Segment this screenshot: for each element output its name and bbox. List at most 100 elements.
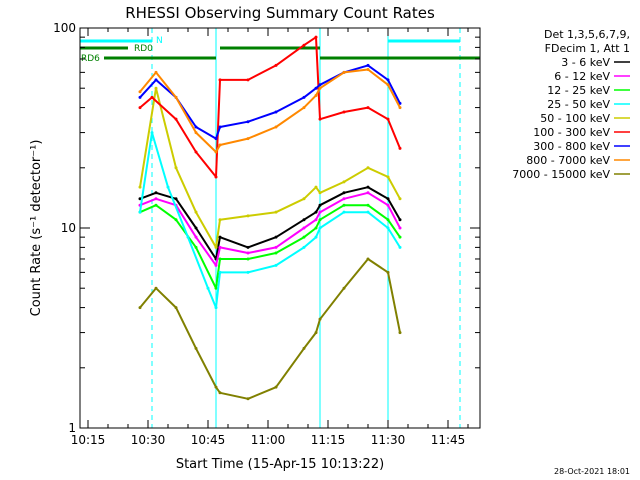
data-point-8-12 (366, 257, 370, 261)
series-line-8 (139, 258, 401, 400)
data-point-5-1 (150, 95, 154, 99)
data-point-5-5 (218, 78, 222, 82)
data-point-2-3 (194, 245, 198, 249)
data-point-0-11 (342, 191, 346, 195)
data-point-0-13 (386, 197, 390, 201)
data-point-0-3 (194, 226, 198, 230)
legend-label-4: 50 - 100 keV (540, 112, 610, 125)
data-point-0-6 (246, 245, 250, 249)
data-point-1-3 (194, 235, 198, 239)
data-point-5-10 (318, 117, 322, 121)
data-point-2-9 (314, 226, 318, 230)
data-point-1-5 (218, 245, 222, 249)
x-tick-label-11:15: 11:15 (311, 433, 346, 447)
data-point-8-6 (246, 397, 250, 401)
data-point-2-2 (174, 218, 178, 222)
data-point-0-0 (138, 197, 142, 201)
data-point-3-9 (302, 245, 306, 249)
data-point-4-8 (302, 197, 306, 201)
footer-date: 28-Oct-2021 18:01 (554, 467, 630, 476)
data-point-0-5 (218, 235, 222, 239)
data-point-3-13 (366, 210, 370, 214)
data-point-3-7 (246, 270, 250, 274)
x-tick-label-11:00: 11:00 (251, 433, 286, 447)
data-point-2-12 (366, 203, 370, 207)
data-point-4-10 (318, 191, 322, 195)
data-point-5-4 (214, 175, 218, 179)
x-tick-label-11:45: 11:45 (431, 433, 466, 447)
data-point-7-14 (398, 106, 402, 110)
data-point-7-1 (154, 70, 158, 74)
data-point-3-0 (138, 210, 142, 214)
data-point-5-3 (194, 150, 198, 154)
night-label: N (156, 36, 163, 46)
rd0-label: RD0 (134, 44, 153, 54)
data-point-4-5 (218, 218, 222, 222)
data-point-3-8 (274, 263, 278, 267)
data-point-1-9 (314, 218, 318, 222)
legend-label-5: 100 - 300 keV (533, 126, 610, 139)
data-point-2-11 (342, 203, 346, 207)
data-point-5-2 (174, 117, 178, 121)
data-point-2-4 (214, 286, 218, 290)
data-point-8-7 (274, 385, 278, 389)
data-point-8-11 (342, 286, 346, 290)
data-point-2-8 (302, 235, 306, 239)
legend-label-7: 800 - 7000 keV (526, 154, 610, 167)
data-point-6-4 (214, 137, 218, 141)
data-point-1-12 (366, 191, 370, 195)
legend-label-3: 25 - 50 keV (547, 98, 610, 111)
data-point-8-13 (386, 270, 390, 274)
data-point-2-6 (246, 257, 250, 261)
data-point-2-14 (398, 235, 402, 239)
data-point-6-12 (366, 63, 370, 67)
data-point-8-14 (398, 331, 402, 335)
legend-header-line-2: FDecim 1, Att 1 (545, 42, 630, 55)
data-point-6-7 (274, 110, 278, 114)
data-point-8-1 (154, 286, 158, 290)
data-point-2-10 (318, 218, 322, 222)
legend-label-6: 300 - 800 keV (533, 140, 610, 153)
data-point-5-14 (398, 146, 402, 150)
data-point-0-10 (318, 203, 322, 207)
data-point-1-13 (386, 203, 390, 207)
data-point-4-13 (386, 175, 390, 179)
y-tick-label-10: 10 (61, 221, 76, 235)
data-point-8-5 (218, 391, 222, 395)
y-axis-label: Count Rate (s⁻¹ detector⁻¹) (29, 140, 44, 317)
data-point-7-4 (214, 150, 218, 154)
data-point-5-12 (366, 106, 370, 110)
data-point-8-4 (214, 385, 218, 389)
data-point-7-8 (302, 106, 306, 110)
data-point-5-9 (314, 35, 318, 39)
data-point-7-3 (194, 131, 198, 135)
legend: Det 1,3,5,6,7,9, FDecim 1, Att 1 3 - 6 k… (512, 28, 630, 181)
data-point-4-1 (154, 86, 158, 90)
data-point-0-12 (366, 185, 370, 189)
data-point-7-12 (366, 68, 370, 72)
data-point-3-10 (314, 235, 318, 239)
data-point-4-7 (274, 210, 278, 214)
data-point-6-13 (386, 78, 390, 82)
data-point-6-10 (318, 83, 322, 87)
data-point-2-5 (218, 257, 222, 261)
data-point-4-12 (366, 166, 370, 170)
data-point-1-8 (302, 226, 306, 230)
data-point-4-6 (246, 214, 250, 218)
legend-label-0: 3 - 6 keV (561, 56, 610, 69)
data-point-3-5 (214, 306, 218, 310)
legend-label-8: 7000 - 15000 keV (512, 168, 610, 181)
data-point-1-6 (246, 251, 250, 255)
series-line-2 (139, 204, 401, 290)
legend-label-1: 6 - 12 keV (554, 70, 610, 83)
data-point-6-9 (314, 86, 318, 90)
data-point-5-8 (302, 43, 306, 47)
data-point-4-9 (314, 185, 318, 189)
data-point-7-9 (314, 93, 318, 97)
data-point-4-4 (214, 245, 218, 249)
data-point-1-7 (274, 245, 278, 249)
data-point-7-13 (386, 83, 390, 87)
data-point-6-8 (302, 95, 306, 99)
data-point-1-10 (318, 210, 322, 214)
data-point-3-2 (166, 185, 170, 189)
